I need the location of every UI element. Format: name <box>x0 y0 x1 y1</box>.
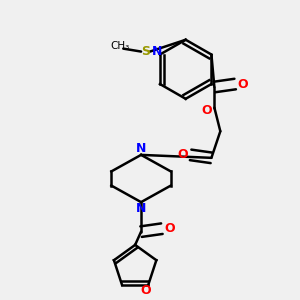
Text: O: O <box>178 148 188 161</box>
Text: N: N <box>136 202 146 214</box>
Text: O: O <box>237 77 248 91</box>
Text: N: N <box>136 142 146 155</box>
Text: S: S <box>141 45 150 58</box>
Text: O: O <box>140 284 151 297</box>
Text: CH₃: CH₃ <box>111 41 130 51</box>
Text: O: O <box>202 104 212 117</box>
Text: N: N <box>152 45 162 58</box>
Text: O: O <box>164 222 175 235</box>
